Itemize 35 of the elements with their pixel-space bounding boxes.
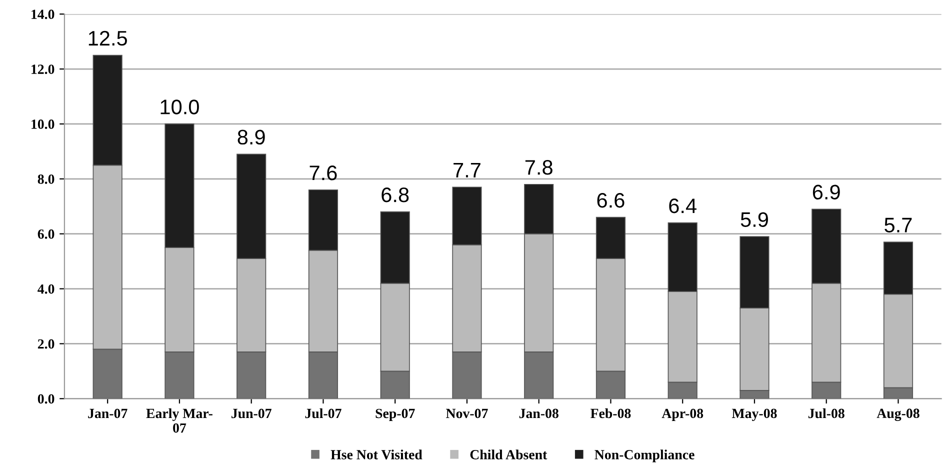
total-label: 6.9 — [812, 184, 840, 200]
x-tick-label: Jun-07 — [232, 408, 272, 418]
total-label: 5.9 — [740, 212, 768, 227]
x-tick-label: Nov-07 — [446, 408, 488, 418]
x-tick-label: Apr-08 — [662, 408, 704, 421]
x-tick-label: Jul-08 — [808, 408, 844, 418]
x-tick-label: May-08 — [732, 408, 777, 421]
x-tick-label: Early Mar- 07 — [146, 408, 212, 433]
y-tick-label: 10.0 — [32, 120, 54, 129]
total-label: 6.6 — [597, 192, 624, 208]
y-tick-label: 12.0 — [32, 64, 54, 74]
legend-label: Child Absent — [470, 450, 548, 460]
y-tick-label: 6.0 — [38, 229, 54, 239]
total-label: 7.7 — [454, 162, 480, 178]
total-label: 6.8 — [382, 187, 409, 202]
total-label: 7.6 — [310, 166, 337, 180]
y-tick-label: 2.0 — [38, 339, 54, 349]
x-tick-label: Sep-07 — [376, 408, 415, 421]
total-label: 7.8 — [525, 160, 552, 175]
total-label: 6.4 — [669, 198, 696, 214]
total-label: 5.7 — [884, 218, 912, 232]
x-tick-label: Jul-07 — [305, 408, 342, 418]
x-tick-label: Jan-07 — [88, 408, 128, 418]
x-tick-label: Jan-08 — [519, 408, 558, 418]
legend-label: Hse Not Visited — [330, 450, 422, 460]
total-label: 12.5 — [88, 30, 127, 46]
y-tick-label: 0.0 — [38, 394, 54, 404]
y-tick-label: 8.0 — [38, 174, 54, 184]
total-label: 8.9 — [238, 130, 265, 145]
total-label: 10.0 — [160, 100, 199, 114]
y-tick-label: 4.0 — [38, 284, 54, 294]
legend-label: Non-Compliance — [594, 450, 694, 462]
y-tick-label: 14.0 — [32, 10, 54, 20]
x-tick-label: Aug-08 — [876, 408, 920, 421]
x-tick-label: Feb-08 — [590, 408, 631, 418]
